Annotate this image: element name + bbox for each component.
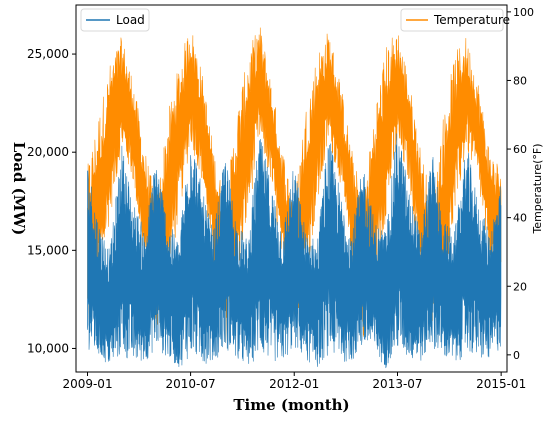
series-line-load [87, 133, 502, 369]
plot-series-group [87, 27, 502, 369]
y-right-tick-label: 80 [513, 74, 527, 87]
y-right-tick-label: 60 [513, 143, 527, 156]
legend-temperature[interactable]: Temperature [400, 8, 510, 32]
y-axis-left-title: Load (MW) [10, 142, 28, 236]
plot-frame [75, 4, 508, 373]
y-left-tick-label: 10,000 [27, 341, 69, 355]
legend-temperature-box [400, 8, 504, 32]
x-tick-label: 2009-01 [62, 377, 112, 391]
y-axis-left: 10,000 15,000 20,000 25,000 [27, 47, 76, 355]
x-tick-label: 2015-01 [476, 377, 526, 391]
y-right-tick-label: 40 [513, 212, 527, 225]
y-axis-right-title: Temperature(°F) [531, 143, 544, 234]
x-axis: 2009-01 2010-07 2012-01 2013-07 2015-01 [62, 372, 526, 391]
y-right-tick-label: 0 [513, 349, 520, 362]
y-right-tick-label: 100 [513, 6, 534, 19]
legend-load-label: Load [116, 13, 145, 27]
legend-temperature-label: Temperature [433, 13, 510, 27]
y-left-tick-label: 20,000 [27, 145, 69, 159]
y-right-tick-label: 20 [513, 280, 527, 293]
x-tick-label: 2013-07 [372, 377, 422, 391]
y-left-tick-label: 25,000 [27, 47, 69, 61]
x-tick-label: 2010-07 [166, 377, 216, 391]
legend-load-box [80, 8, 150, 32]
x-tick-label: 2012-01 [269, 377, 319, 391]
x-axis-title: Time (month) [233, 396, 349, 414]
legend-load[interactable]: Load [80, 8, 150, 32]
plot-data-layer [87, 27, 502, 369]
y-left-tick-label: 15,000 [27, 243, 69, 257]
y-axis-right: 0 20 40 60 80 100 [507, 6, 534, 362]
